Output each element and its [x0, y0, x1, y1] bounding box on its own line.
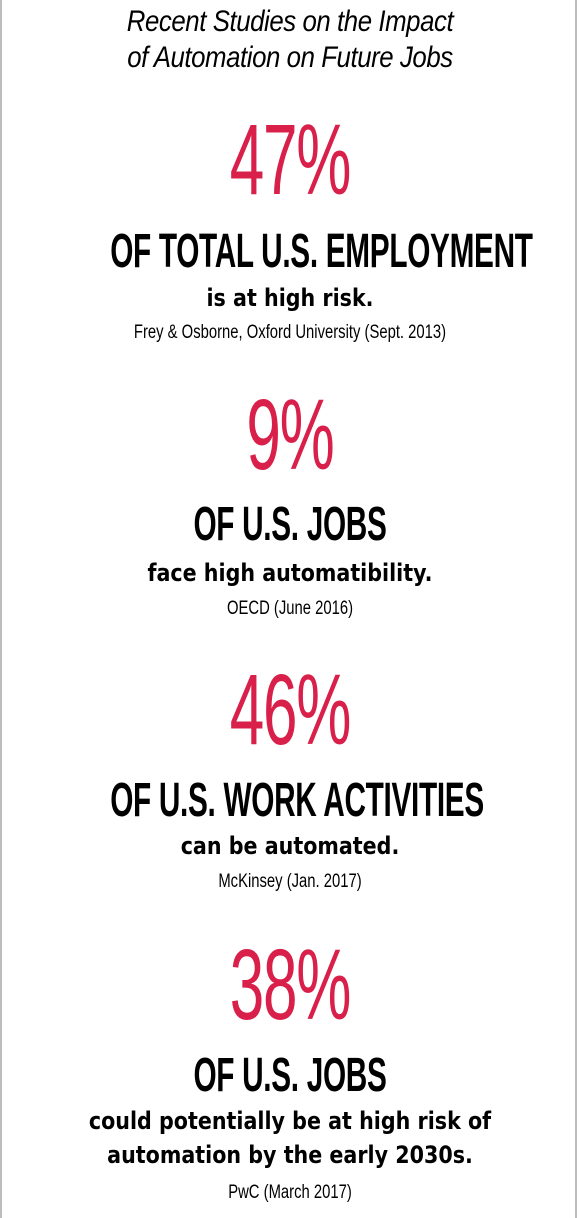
stat-headline: OF TOTAL U.S. EMPLOYMENT	[110, 225, 533, 278]
stat-source: Frey & Osborne, Oxford University (Sept.…	[133, 322, 447, 343]
stat-subtext: can be automated.	[180, 832, 400, 860]
stat-percent: 46%	[229, 654, 352, 766]
stat-block-jobs-oecd: 9% OF U.S. JOBS face high automatibility…	[0, 385, 580, 635]
stat-source: OECD (June 2016)	[226, 598, 354, 619]
stat-block-employment: 47% OF TOTAL U.S. EMPLOYMENT is at high …	[0, 110, 580, 360]
stat-headline: OF U.S. JOBS	[193, 1049, 387, 1102]
stat-block-work-activities: 46% OF U.S. WORK ACTIVITIES can be autom…	[0, 660, 580, 910]
stat-headline: OF U.S. JOBS	[193, 498, 387, 551]
stat-block-jobs-pwc: 38% OF U.S. JOBS could potentially be at…	[0, 929, 580, 1203]
stat-subtext: face high automatibility.	[147, 559, 433, 587]
title-line-1: Recent Studies on the Impact	[126, 5, 454, 38]
stat-headline: OF U.S. WORK ACTIVITIES	[110, 774, 484, 827]
title-line-2: of Automation on Future Jobs	[127, 41, 453, 74]
stat-subtext: could potentially be at high risk of	[88, 1107, 492, 1135]
stat-percent: 47%	[229, 104, 352, 216]
stat-subtext: automation by the early 2030s.	[107, 1141, 473, 1169]
stat-subtext: is at high risk.	[206, 284, 374, 312]
stat-percent: 38%	[229, 929, 352, 1041]
stat-source: PwC (March 2017)	[228, 1182, 352, 1203]
stat-source: McKinsey (Jan. 2017)	[218, 871, 362, 892]
stat-percent: 9%	[246, 379, 334, 491]
